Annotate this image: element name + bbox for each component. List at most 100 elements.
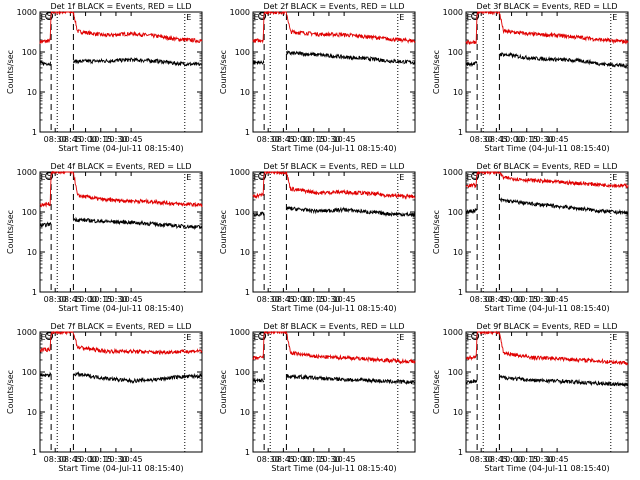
x-tick-label: 10:15 (89, 135, 112, 144)
start-marker (258, 332, 267, 340)
y-tick-label: 1 (245, 448, 250, 457)
series-line-black-events (39, 371, 203, 384)
y-axis-label: Counts/sec (219, 210, 228, 254)
x-tick-label: 08:45 (272, 455, 295, 464)
chart-title: Det 8f BLACK = Events, RED = LLD (263, 322, 404, 331)
x-tick-label: 08:45 (485, 135, 508, 144)
x-tick-label: 10:00 (500, 295, 523, 304)
x-tick-label: 10:15 (89, 295, 112, 304)
x-tick-label: 10:15 (302, 455, 325, 464)
series-line-black-events (39, 57, 203, 67)
chart-title: Det 3f BLACK = Events, RED = LLD (476, 2, 617, 11)
start-marker (471, 12, 480, 20)
chart-title: Det 7f BLACK = Events, RED = LLD (50, 322, 191, 331)
chart-panel-3: Det 3f BLACK = Events, RED = LLD Counts/s… (432, 2, 629, 153)
y-tick-label: 10 (453, 88, 463, 97)
series-line-red-lld (252, 10, 416, 44)
x-tick-label: 08:30 (44, 455, 67, 464)
plot-frame (39, 11, 203, 133)
end-marker-label: E (612, 173, 617, 182)
y-tick-label: 100 (448, 208, 463, 217)
start-marker (258, 172, 267, 180)
plot-frame (252, 331, 416, 453)
y-tick-label: 1000 (443, 8, 463, 17)
chart-panel-4: Det 4f BLACK = Events, RED = LLD Counts/s… (6, 162, 203, 313)
y-axis-label: Counts/sec (219, 370, 228, 414)
series-line-black-events (252, 49, 416, 66)
x-tick-label: 10:45 (333, 455, 356, 464)
y-tick-label: 10 (27, 408, 37, 417)
chart-title: Det 6f BLACK = Events, RED = LLD (476, 162, 617, 171)
x-tick-label: 08:45 (485, 455, 508, 464)
y-tick-label: 1 (458, 448, 463, 457)
x-tick-label: 10:45 (333, 135, 356, 144)
y-axis-label: Counts/sec (6, 210, 15, 254)
y-tick-label: 1 (32, 128, 37, 137)
series-line-red-lld (465, 10, 629, 45)
y-tick-label: 10 (27, 248, 37, 257)
y-tick-label: 10 (240, 248, 250, 257)
x-tick-label: 10:00 (287, 135, 310, 144)
y-tick-label: 100 (235, 368, 250, 377)
x-tick-label: 10:45 (546, 135, 569, 144)
x-tick-label: 10:30 (317, 455, 340, 464)
x-tick-label: 10:00 (287, 455, 310, 464)
x-tick-label: 10:30 (104, 455, 127, 464)
y-tick-label: 1 (32, 288, 37, 297)
chart-panel-8: Det 8f BLACK = Events, RED = LLD Counts/s… (219, 322, 416, 473)
start-marker (471, 332, 480, 340)
x-tick-label: 08:30 (470, 135, 493, 144)
y-tick-label: 1000 (17, 8, 37, 17)
x-tick-label: 08:45 (485, 295, 508, 304)
y-axis-label: Counts/sec (432, 50, 441, 94)
plot-frame (39, 331, 203, 453)
y-tick-label: 1 (245, 128, 250, 137)
end-marker-label: E (399, 173, 404, 182)
chart-panel-5: Det 5f BLACK = Events, RED = LLD Counts/s… (219, 162, 416, 313)
x-tick-label: 10:00 (74, 455, 97, 464)
y-tick-label: 1000 (17, 168, 37, 177)
left-edge-marker-label: E (40, 13, 45, 22)
x-tick-label: 10:30 (530, 135, 553, 144)
x-tick-label: 10:15 (515, 135, 538, 144)
chart-title: Det 1f BLACK = Events, RED = LLD (50, 2, 191, 11)
y-axis-label: Counts/sec (432, 210, 441, 254)
x-tick-label: 10:15 (515, 295, 538, 304)
start-marker (45, 172, 54, 180)
start-marker-label: S (47, 172, 52, 181)
x-tick-label: 08:30 (44, 295, 67, 304)
end-marker-label: E (186, 333, 191, 342)
chart-panel-1: Det 1f BLACK = Events, RED = LLD Counts/s… (6, 2, 203, 153)
left-edge-marker-label: E (466, 13, 471, 22)
x-tick-label: 10:30 (530, 455, 553, 464)
y-tick-label: 1 (245, 288, 250, 297)
x-tick-label: 10:00 (287, 295, 310, 304)
y-tick-label: 100 (235, 48, 250, 57)
y-axis-label: Counts/sec (6, 50, 15, 94)
series-line-red-lld (39, 10, 203, 44)
start-marker-label: S (473, 12, 478, 21)
chart-title: Det 5f BLACK = Events, RED = LLD (263, 162, 404, 171)
chart-title: Det 9f BLACK = Events, RED = LLD (476, 322, 617, 331)
left-edge-marker-label: E (466, 333, 471, 342)
series-line-red-lld (465, 330, 629, 366)
x-tick-label: 10:30 (530, 295, 553, 304)
x-tick-label: 10:15 (302, 135, 325, 144)
x-tick-label: 08:45 (272, 295, 295, 304)
x-tick-label: 08:45 (59, 295, 82, 304)
left-edge-marker-label: E (466, 173, 471, 182)
series-line-black-events (465, 51, 629, 69)
left-edge-marker-label: E (40, 173, 45, 182)
series-line-red-lld (252, 330, 416, 365)
chart-panel-6: Det 6f BLACK = Events, RED = LLD Counts/s… (432, 162, 629, 313)
start-marker (258, 12, 267, 20)
left-edge-marker-label: E (40, 333, 45, 342)
x-tick-label: 08:30 (470, 295, 493, 304)
x-tick-label: 08:45 (59, 135, 82, 144)
series-line-red-lld (252, 170, 416, 200)
chart-title: Det 4f BLACK = Events, RED = LLD (50, 162, 191, 171)
y-axis-label: Counts/sec (219, 50, 228, 94)
x-tick-label: 10:45 (120, 455, 143, 464)
x-tick-label: 08:30 (44, 135, 67, 144)
y-axis-label: Counts/sec (6, 370, 15, 414)
